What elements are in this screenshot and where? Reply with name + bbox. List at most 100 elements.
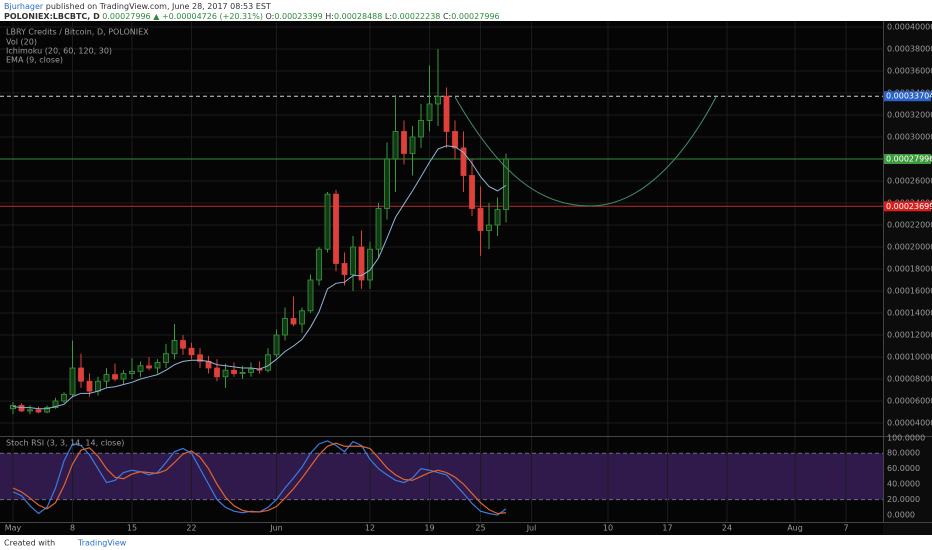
candle-body xyxy=(248,368,254,373)
stoch-tick-label: 60.0000 xyxy=(887,464,920,473)
y-tick-label: 0.00026000 xyxy=(887,176,932,185)
chart-bg xyxy=(0,21,932,535)
ema-line xyxy=(12,145,507,410)
indicator-label: Ichimoku (20, 60, 120, 30) xyxy=(6,47,112,56)
symbol-line: POLONIEX:LBCBTC, D 0.00027996 ▲ +0.00004… xyxy=(4,12,500,21)
marks xyxy=(10,48,509,516)
footer-bg xyxy=(0,535,932,550)
candle-body xyxy=(358,246,365,281)
x-tick-label: 7 xyxy=(843,524,848,533)
x-tick-label: Jun xyxy=(269,524,283,533)
candle-body xyxy=(350,246,356,275)
y-tick-label: 0.00038000 xyxy=(887,44,932,53)
stoch-tick-label: 40.0000 xyxy=(887,480,920,489)
candle-body xyxy=(316,248,322,281)
stoch-title: Stoch RSI (3, 3, 14, 14, close) xyxy=(6,439,124,448)
candle-body xyxy=(486,224,492,231)
x-tick-label: Aug xyxy=(787,524,803,533)
footer-brand[interactable]: TradingView xyxy=(77,539,127,548)
o-value: 0.00023399 xyxy=(274,12,322,21)
candle-body xyxy=(443,95,450,132)
footer-created: Created with xyxy=(4,539,55,548)
candle-body xyxy=(154,362,161,369)
candle-body xyxy=(426,103,433,121)
candle-body xyxy=(163,353,169,363)
candle-body xyxy=(384,158,390,209)
candle-body xyxy=(137,365,144,372)
indicator-label: EMA (9, close) xyxy=(6,56,63,65)
candle-body xyxy=(418,120,424,138)
published: published on TradingView.com, June 28, 2… xyxy=(46,2,271,11)
candle-body xyxy=(197,354,203,362)
stoch-tick-label: 0.0000 xyxy=(887,511,915,520)
candle-body xyxy=(103,374,110,382)
price-label: 0.00023699 xyxy=(886,202,932,211)
candle-body xyxy=(307,279,314,312)
candle-body xyxy=(180,340,186,349)
header-bg xyxy=(0,0,932,21)
candle-body xyxy=(112,374,118,380)
y-tick-label: 0.00012000 xyxy=(887,331,932,340)
candle-body xyxy=(375,208,382,250)
candle-body xyxy=(265,354,271,371)
symbol: POLONIEX:LBCBTC, D xyxy=(4,12,100,21)
x-tick-label: 24 xyxy=(722,524,732,533)
h-label: H: xyxy=(325,12,334,21)
candle-body xyxy=(367,248,373,281)
y-tick-label: 0.00008000 xyxy=(887,375,932,384)
o-label: O: xyxy=(266,12,275,21)
price-label: 0.00033704 xyxy=(886,92,932,101)
candle-body xyxy=(188,347,195,356)
candle-body xyxy=(503,158,509,210)
y-tick-label: 0.00030000 xyxy=(887,132,932,141)
x-tick-label: 12 xyxy=(365,524,375,533)
candle-body xyxy=(401,131,407,154)
candle-body xyxy=(222,369,229,378)
stoch-tick-label: 20.0000 xyxy=(887,495,920,504)
h-value: 0.00028488 xyxy=(334,12,382,21)
candle-body xyxy=(27,409,33,412)
chart-title: LBRY Credits / Bitcoin, D, POLONIEX xyxy=(6,28,149,37)
y-tick-label: 0.00014000 xyxy=(887,308,932,317)
author: Bjurhager xyxy=(4,2,44,11)
y-tick-label: 0.00018000 xyxy=(887,264,932,273)
x-tick-label: Jul xyxy=(526,524,537,533)
y-tick-label: 0.00006000 xyxy=(887,397,932,406)
stoch-line xyxy=(12,442,507,515)
price-axis-bg xyxy=(883,21,932,535)
candle-body xyxy=(494,209,501,226)
change: ▲ +0.00004726 (+20.31%) xyxy=(153,12,263,21)
price-label-box xyxy=(884,154,931,165)
candle-body xyxy=(282,318,288,336)
candle-body xyxy=(452,131,458,149)
y-tick-label: 0.00032000 xyxy=(887,110,932,119)
drawing-curve xyxy=(454,96,717,207)
candle-body xyxy=(35,409,42,413)
candle-body xyxy=(129,370,135,374)
candle-body xyxy=(78,367,84,382)
stoch-tick-label: 100.0000 xyxy=(887,433,925,442)
price-label-box xyxy=(884,201,931,212)
candle-body xyxy=(299,310,305,325)
y-tick-label: 0.00004000 xyxy=(887,419,932,428)
candle-body xyxy=(409,136,416,154)
candle-body xyxy=(324,193,331,250)
y-tick-label: 0.00036000 xyxy=(887,66,932,75)
y-tick-label: 0.00020000 xyxy=(887,242,932,251)
x-tick-label: May xyxy=(5,524,22,533)
x-tick-label: 8 xyxy=(70,524,75,533)
x-tick-label: 22 xyxy=(186,524,196,533)
c-value: 0.00027996 xyxy=(451,12,499,21)
candle-body xyxy=(44,407,50,413)
candle-body xyxy=(290,318,297,325)
candle-body xyxy=(469,175,475,209)
y-tick-label: 0.00040000 xyxy=(887,22,932,31)
candle-body xyxy=(333,193,339,264)
y-tick-label: 0.00010000 xyxy=(887,353,932,362)
candle-body xyxy=(460,147,467,176)
candle-body xyxy=(171,340,178,355)
c-label: C: xyxy=(443,12,451,21)
candle-body xyxy=(435,95,441,105)
grid xyxy=(0,22,883,522)
